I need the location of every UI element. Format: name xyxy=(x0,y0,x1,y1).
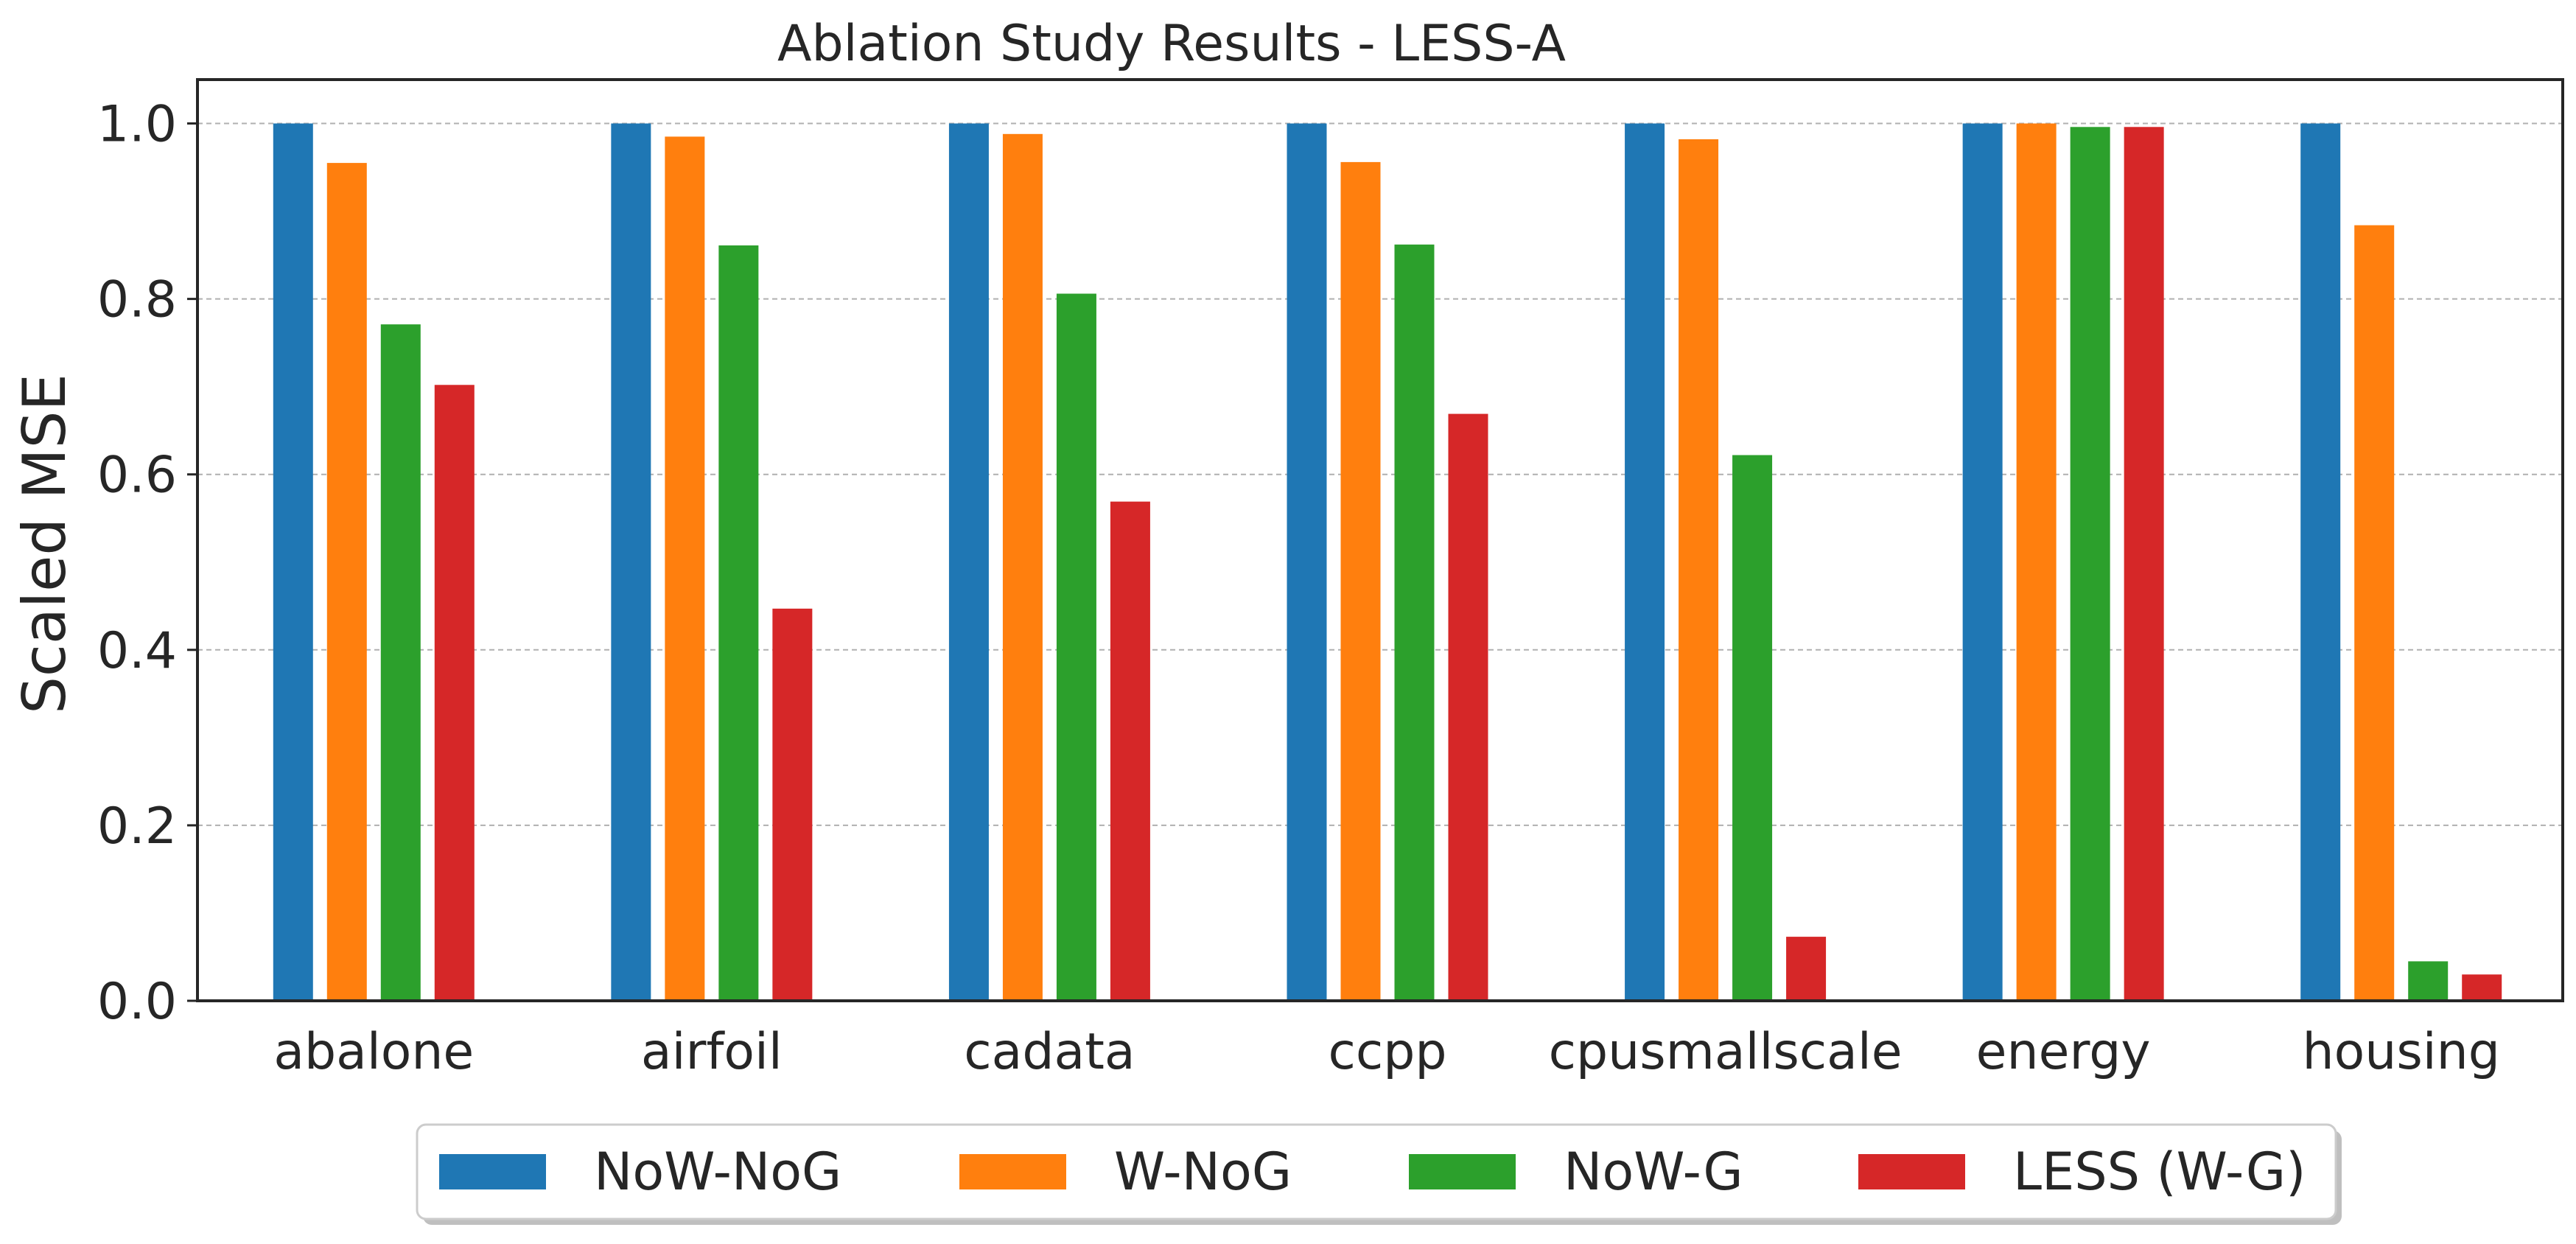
bar-now-g-airfoil xyxy=(718,245,759,1001)
bar-less-w-g-ccpp xyxy=(1448,413,1488,1001)
y-tick-label: 0.8 xyxy=(97,271,177,329)
y-axis-label: Scaled MSE xyxy=(10,374,79,714)
bar-now-nog-abalone xyxy=(273,123,313,1001)
bar-now-g-cadata xyxy=(1056,293,1096,1001)
bar-now-g-housing xyxy=(2408,961,2449,1001)
x-tick-label: cpusmallscale xyxy=(1549,1023,1903,1081)
bar-now-nog-energy xyxy=(1962,123,2003,1001)
bar-now-nog-housing xyxy=(2300,123,2341,1001)
bar-now-nog-airfoil xyxy=(611,123,651,1001)
bar-less-w-g-abalone xyxy=(434,385,475,1001)
x-tick-label: ccpp xyxy=(1328,1023,1446,1081)
bar-less-w-g-housing xyxy=(2462,974,2502,1001)
bar-w-nog-cpusmallscale xyxy=(1679,139,1719,1001)
y-tick-label: 0.2 xyxy=(97,797,177,856)
axes: 0.0 0.2 0.4 0.6 0.8 1.0 abalone airfoil cadata cc… xyxy=(97,78,2564,1081)
bar-now-g-ccpp xyxy=(1394,244,1435,1001)
legend-label: W-NoG xyxy=(1114,1142,1292,1202)
bar-now-g-energy xyxy=(2070,127,2110,1001)
chart-title: Ablation Study Results - LESS-A xyxy=(777,15,1566,73)
legend-swatch xyxy=(1409,1154,1516,1189)
y-tick-label: 0.0 xyxy=(97,973,177,1031)
legend-swatch xyxy=(1858,1154,1965,1189)
bar-now-nog-ccpp xyxy=(1287,123,1327,1001)
x-tick-label: abalone xyxy=(273,1023,474,1081)
x-tick-label: energy xyxy=(1976,1023,2151,1081)
y-tick-label: 1.0 xyxy=(97,96,177,154)
bar-w-nog-airfoil xyxy=(665,136,705,1001)
bar-w-nog-abalone xyxy=(326,163,367,1002)
legend-box xyxy=(416,1123,2337,1220)
bar-less-w-g-energy xyxy=(2124,127,2164,1001)
x-tick-label: airfoil xyxy=(641,1023,783,1081)
bar-w-nog-cadata xyxy=(1002,133,1043,1001)
legend-label: NoW-NoG xyxy=(594,1142,841,1202)
bar-w-nog-energy xyxy=(2016,123,2057,1001)
x-tick-label: cadata xyxy=(964,1023,1135,1081)
bar-less-w-g-cadata xyxy=(1110,501,1150,1001)
y-tick-label: 0.6 xyxy=(97,447,177,505)
legend-label: NoW-G xyxy=(1564,1142,1743,1202)
legend-label: LESS (W-G) xyxy=(2013,1142,2306,1202)
bar-now-g-cpusmallscale xyxy=(1732,455,1773,1001)
legend-swatch xyxy=(959,1154,1066,1189)
bar-less-w-g-cpusmallscale xyxy=(1786,937,1827,1001)
bar-w-nog-ccpp xyxy=(1340,161,1381,1001)
bar-now-g-abalone xyxy=(380,324,421,1002)
x-tick-label: housing xyxy=(2303,1023,2500,1081)
legend-swatch xyxy=(439,1154,546,1189)
plot-frame xyxy=(196,78,2564,1002)
bar-now-nog-cpusmallscale xyxy=(1625,123,1665,1001)
legend: NoW-NoG W-NoG NoW-G LESS (W-G) xyxy=(416,1123,2342,1225)
y-tick-label: 0.4 xyxy=(97,622,177,680)
bar-now-nog-cadata xyxy=(948,123,989,1001)
bars xyxy=(273,123,2502,1002)
bar-less-w-g-airfoil xyxy=(772,608,813,1001)
bar-w-nog-housing xyxy=(2354,225,2395,1002)
